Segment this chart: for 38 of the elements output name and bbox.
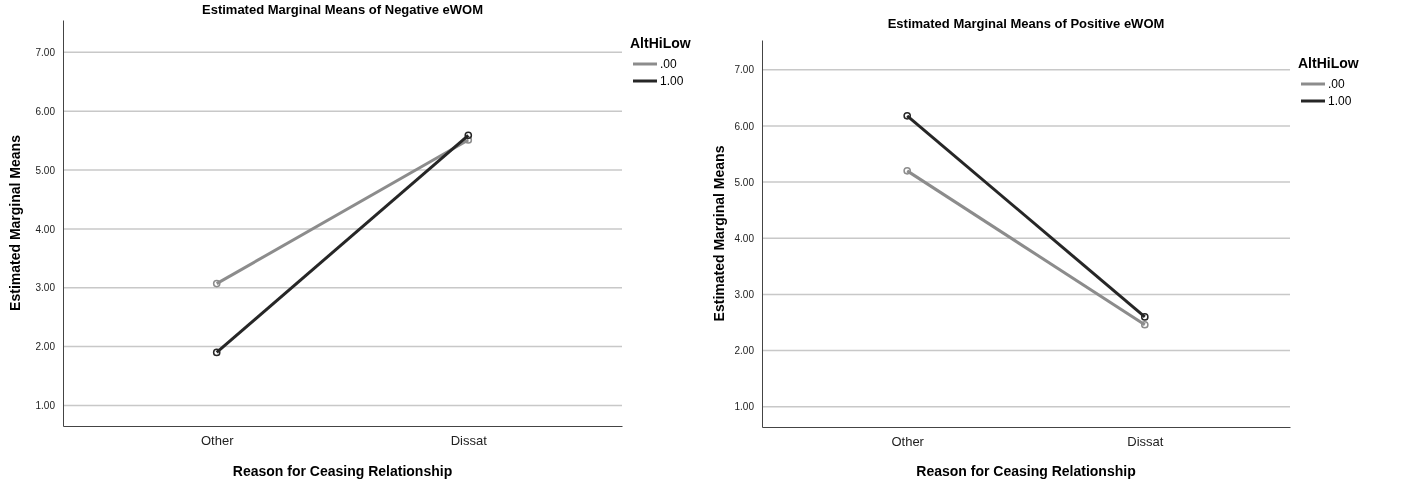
legend-label: 1.00	[1328, 94, 1352, 108]
chart-title: Estimated Marginal Means of Positive eWOM	[887, 16, 1165, 31]
y-tick-label: 3.00	[35, 282, 56, 294]
legend-title: AltHiLow	[1298, 55, 1359, 71]
y-tick-label: 7.00	[734, 64, 755, 76]
chart-title: Estimated Marginal Means of Negative eWOM	[201, 2, 484, 17]
point	[903, 167, 912, 175]
legend-label: .00	[660, 57, 678, 71]
y-tick-label: 6.00	[734, 120, 755, 132]
y-tick-label: 4.00	[734, 232, 755, 244]
x-tick-label: Other	[891, 434, 925, 450]
y-tick-label: 4.00	[35, 223, 56, 235]
point	[212, 348, 221, 357]
legend-label: 1.00	[660, 74, 684, 88]
x-tick-label: Other	[200, 433, 235, 449]
point	[464, 131, 473, 140]
point	[464, 136, 473, 144]
y-axis-title: Estimated Marginal Means	[711, 145, 727, 322]
y-tick-label: 5.00	[35, 164, 56, 176]
legend-label: .00	[1328, 77, 1346, 91]
point	[212, 279, 221, 288]
y-tick-label: 5.00	[734, 176, 755, 188]
y-tick-label: 6.00	[35, 105, 56, 117]
x-tick-label: Dissat	[450, 433, 488, 449]
legend-title: AltHiLow	[630, 35, 691, 51]
point	[1140, 313, 1149, 321]
x-tick-label: Dissat	[1127, 434, 1164, 450]
y-axis-title: Estimated Marginal Means	[7, 134, 23, 311]
point	[1140, 320, 1149, 329]
y-tick-label: 1.00	[734, 401, 755, 413]
y-tick-label: 1.00	[35, 400, 56, 412]
y-tick-label: 2.00	[734, 345, 755, 357]
x-axis-title: Reason for Ceasing Relationship	[232, 463, 453, 479]
y-tick-label: 7.00	[35, 47, 56, 59]
y-tick-label: 2.00	[35, 341, 56, 353]
y-tick-label: 3.00	[734, 289, 755, 301]
point	[903, 111, 912, 120]
x-axis-title: Reason for Ceasing Relationship	[916, 463, 1136, 479]
